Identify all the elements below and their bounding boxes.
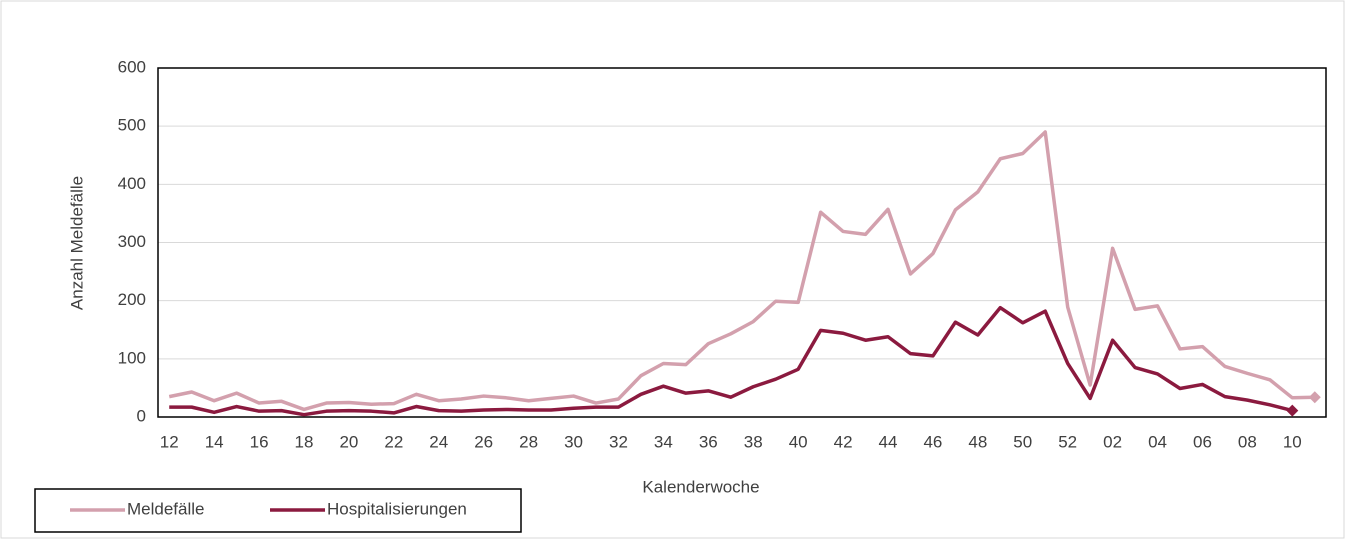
- x-tick-label: 20: [339, 432, 358, 451]
- x-tick-label: 06: [1193, 432, 1212, 451]
- x-tick-label: 52: [1058, 432, 1077, 451]
- y-tick-label: 100: [118, 348, 146, 367]
- x-tick-label: 02: [1103, 432, 1122, 451]
- y-tick-label: 500: [118, 116, 146, 135]
- y-tick-label: 600: [118, 57, 146, 76]
- x-tick-label: 40: [789, 432, 808, 451]
- x-tick-label: 04: [1148, 432, 1167, 451]
- end-marker: [1308, 391, 1321, 404]
- x-tick-label: 14: [205, 432, 224, 451]
- x-tick-label: 24: [429, 432, 448, 451]
- x-tick-label: 34: [654, 432, 673, 451]
- x-tick-label: 48: [968, 432, 987, 451]
- x-tick-label: 10: [1283, 432, 1302, 451]
- x-tick-label: 18: [295, 432, 314, 451]
- y-tick-label: 0: [137, 406, 146, 425]
- y-tick-label: 200: [118, 290, 146, 309]
- y-tick-label: 400: [118, 174, 146, 193]
- end-marker: [1286, 404, 1299, 417]
- x-axis-label: Kalenderwoche: [642, 477, 759, 496]
- x-tick-label: 26: [474, 432, 493, 451]
- legend-label: Hospitalisierungen: [327, 499, 467, 518]
- x-tick-label: 12: [160, 432, 179, 451]
- y-axis-label: Anzahl Meldefälle: [67, 176, 86, 310]
- x-tick-label: 16: [250, 432, 269, 451]
- y-tick-label: 300: [118, 232, 146, 251]
- x-tick-label: 44: [879, 432, 898, 451]
- x-tick-label: 08: [1238, 432, 1257, 451]
- x-tick-label: 46: [923, 432, 942, 451]
- x-tick-label: 30: [564, 432, 583, 451]
- x-tick-label: 22: [384, 432, 403, 451]
- x-tick-label: 28: [519, 432, 538, 451]
- legend-label: Meldefälle: [127, 499, 205, 518]
- x-tick-label: 38: [744, 432, 763, 451]
- x-tick-label: 50: [1013, 432, 1032, 451]
- plot-frame: [157, 67, 1327, 418]
- x-tick-label: 36: [699, 432, 718, 451]
- series-line: [168, 130, 1315, 412]
- x-tick-label: 32: [609, 432, 628, 451]
- x-tick-label: 42: [834, 432, 853, 451]
- series-line: [169, 305, 1293, 417]
